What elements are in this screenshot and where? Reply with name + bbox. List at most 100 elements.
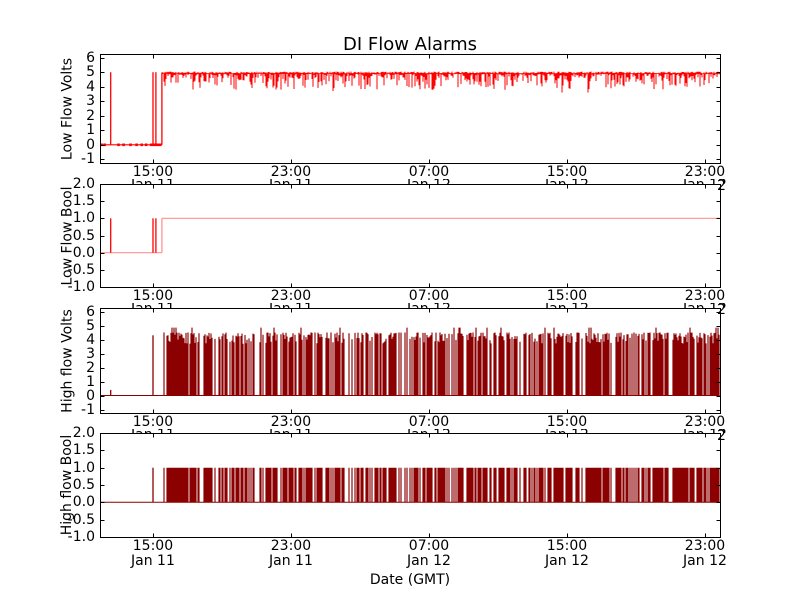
series-marker <box>144 143 148 147</box>
y-tick-label: 1.0 <box>72 210 95 227</box>
y-tick-label: 0 <box>86 387 95 404</box>
y-tick-label: -1 <box>81 151 95 168</box>
clipped-date-label: Jan 12 <box>665 303 745 308</box>
y-tick-label: 2.0 <box>72 176 95 192</box>
y-tick-label: 5 <box>86 317 95 334</box>
y-tick-label: 1 <box>86 373 95 390</box>
y-tick-label: 0.5 <box>72 477 95 493</box>
clipped-date-label: Jan 11 <box>251 303 331 308</box>
x-axis-title: Date (GMT) <box>369 572 451 588</box>
y-tick-label: 3 <box>86 93 95 110</box>
clipped-date-text: Jan 12 <box>389 303 469 308</box>
x-tick-label: 07:00 <box>408 414 450 430</box>
series-marker <box>135 143 138 147</box>
clipped-date-text: Jan 12 <box>665 429 745 433</box>
x-tick-label: 15:00 <box>546 288 588 304</box>
x-tick-label: 23:00 <box>270 538 312 554</box>
x-tick-label: 23:00 <box>684 164 726 180</box>
clipped-date-label: Jan 11 <box>113 179 193 184</box>
y-tick-label: 2 <box>86 107 95 124</box>
x-tick-label: 23:00 <box>270 164 312 180</box>
clipped-date-label: Jan 11 <box>251 179 331 184</box>
y-tick-label: 4 <box>86 78 95 95</box>
series-marker <box>129 143 132 147</box>
y-tick-label: 3 <box>86 345 95 362</box>
plot-background <box>100 54 721 164</box>
date-tick-label: Jan 11 <box>131 553 175 569</box>
x-tick-label: 23:00 <box>684 538 726 554</box>
clipped-date-label: Jan 12 <box>665 429 745 433</box>
series-marker <box>140 143 143 147</box>
clipped-date-label: Jan 12 <box>527 303 607 308</box>
y-tick-label: -1.0 <box>67 279 95 295</box>
plot-background <box>100 184 721 288</box>
chart-title: DI Flow Alarms <box>342 34 478 55</box>
plot-area-high-flow-volts <box>100 308 721 414</box>
plot-frame <box>100 54 721 164</box>
clipped-date-label: Jan 12 <box>389 429 469 433</box>
date-tick-label: Jan 12 <box>683 553 727 569</box>
y-tick-label: 0 <box>86 136 95 153</box>
x-tick-label: 23:00 <box>270 414 312 430</box>
clipped-date-label: Jan 11 <box>251 429 331 433</box>
clipped-date-text: Jan 12 <box>389 429 469 433</box>
y-tick-label: 2.0 <box>72 425 95 441</box>
clipped-date-label: Jan 12 <box>389 303 469 308</box>
x-tick-label: 15:00 <box>546 414 588 430</box>
series-high-flow-bool-dense <box>163 467 720 503</box>
clipped-date-text: Jan 11 <box>113 179 193 184</box>
clipped-date-text: Jan 11 <box>251 303 331 308</box>
date-tick-label: Jan 11 <box>269 553 313 569</box>
date-tick-label: Jan 12 <box>407 553 451 569</box>
plot-area-high-flow-bool <box>100 433 721 538</box>
series-marker <box>117 143 120 147</box>
x-tick-label: 07:00 <box>408 538 450 554</box>
y-tick-label: 2 <box>86 359 95 376</box>
plot-frame <box>100 308 721 414</box>
x-tick-label: 23:00 <box>684 288 726 304</box>
date-overhang-label: 2 <box>717 428 726 444</box>
series-marker <box>149 143 153 147</box>
x-tick-label: 15:00 <box>132 538 174 554</box>
y-tick-label: -1 <box>81 401 95 418</box>
series-marker <box>152 143 156 147</box>
clipped-date-text: Jan 12 <box>665 303 745 308</box>
clipped-date-label: Jan 11 <box>113 303 193 308</box>
x-tick-label: 15:00 <box>132 164 174 180</box>
y-tick-label: 0.0 <box>72 494 95 511</box>
series-marker <box>122 143 125 147</box>
plot-area-low-flow-volts <box>100 54 721 164</box>
clipped-date-label: Jan 12 <box>665 179 745 184</box>
clipped-date-text: Jan 12 <box>527 303 607 308</box>
y-tick-label: 0.0 <box>72 244 95 261</box>
clipped-date-label: Jan 11 <box>113 429 193 433</box>
axis-ticks <box>100 54 721 164</box>
clipped-date-text: Jan 12 <box>389 179 469 184</box>
clipped-date-text: Jan 11 <box>113 429 193 433</box>
y-tick-label: 5 <box>86 64 95 81</box>
clipped-date-text: Jan 11 <box>251 179 331 184</box>
series-marker <box>156 143 160 147</box>
date-tick-label: Jan 12 <box>545 553 589 569</box>
y-tick-label: -1.0 <box>67 529 95 545</box>
date-overhang-label: 2 <box>717 178 726 194</box>
x-tick-label: 15:00 <box>132 288 174 304</box>
clipped-date-text: Jan 12 <box>527 429 607 433</box>
axis-ticks <box>100 184 721 288</box>
series-low-flow-volts-band <box>161 71 721 93</box>
axis-ticks <box>100 308 721 414</box>
clipped-date-label: Jan 12 <box>527 179 607 184</box>
y-tick-label: 1.5 <box>72 442 95 459</box>
clipped-date-text: Jan 12 <box>665 179 745 184</box>
x-tick-label: 07:00 <box>408 288 450 304</box>
clipped-date-text: Jan 11 <box>113 303 193 308</box>
clipped-date-label: Jan 12 <box>527 429 607 433</box>
x-tick-label: 15:00 <box>132 414 174 430</box>
y-tick-label: 1.5 <box>72 193 95 210</box>
series-marker <box>100 143 103 147</box>
y-tick-label: 6 <box>86 49 95 66</box>
series-marker <box>158 143 162 147</box>
axis-ticks <box>100 433 721 538</box>
clipped-date-text: Jan 12 <box>527 179 607 184</box>
